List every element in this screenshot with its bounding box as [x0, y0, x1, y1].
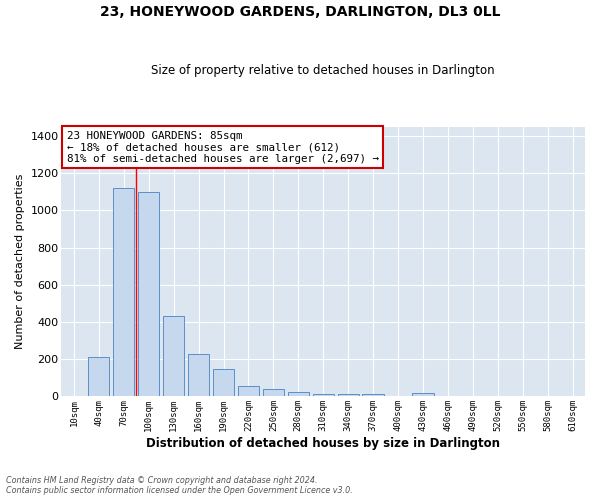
Bar	[313, 394, 334, 396]
Text: 23, HONEYWOOD GARDENS, DARLINGTON, DL3 0LL: 23, HONEYWOOD GARDENS, DARLINGTON, DL3 0…	[100, 5, 500, 19]
Y-axis label: Number of detached properties: Number of detached properties	[15, 174, 25, 350]
Bar	[288, 392, 309, 396]
X-axis label: Distribution of detached houses by size in Darlington: Distribution of detached houses by size …	[146, 437, 500, 450]
Text: 23 HONEYWOOD GARDENS: 85sqm
← 18% of detached houses are smaller (612)
81% of se: 23 HONEYWOOD GARDENS: 85sqm ← 18% of det…	[67, 131, 379, 164]
Bar	[338, 394, 359, 396]
Bar	[238, 386, 259, 396]
Bar	[263, 390, 284, 396]
Bar	[213, 370, 234, 396]
Bar	[138, 192, 160, 396]
Bar	[188, 354, 209, 397]
Bar	[412, 392, 434, 396]
Bar	[88, 358, 109, 397]
Bar	[113, 188, 134, 396]
Bar	[362, 394, 383, 396]
Bar	[163, 316, 184, 396]
Title: Size of property relative to detached houses in Darlington: Size of property relative to detached ho…	[151, 64, 495, 77]
Text: Contains HM Land Registry data © Crown copyright and database right 2024.
Contai: Contains HM Land Registry data © Crown c…	[6, 476, 353, 495]
